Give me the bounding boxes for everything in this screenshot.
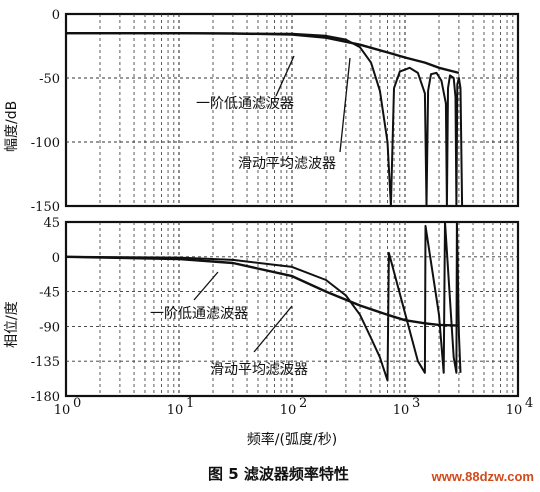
- x-tick-label: 10: [54, 403, 71, 418]
- phase-y-ticks: 45 0 -45 -90 -135 -180: [31, 216, 60, 405]
- figure-caption: 图 5 滤波器频率特性: [208, 465, 349, 483]
- x-tick-label: 10: [393, 403, 410, 418]
- magnitude-series: [66, 32, 464, 207]
- phase-series: [65, 221, 462, 382]
- phase-panel: 450-45-90-135-180 10 0 10 1 10 2 10 3 10 4 相位/度 一…: [4, 216, 533, 448]
- magnitude-annotation-lowpass: 一阶低通滤波器: [196, 96, 294, 112]
- phase-annotation-moving-average: 滑动平均滤波器: [210, 361, 308, 378]
- x-tick-exponent: 1: [186, 396, 194, 411]
- y-tick-label: 0: [52, 251, 60, 266]
- y-tick-label: -100: [31, 136, 60, 151]
- x-tick-exponent: 0: [73, 396, 81, 411]
- y-tick-label: -135: [31, 355, 60, 370]
- y-tick-label: 0: [52, 8, 60, 23]
- x-axis-label: 频率/(弧度/秒): [247, 431, 337, 448]
- x-tick-exponent: 2: [299, 396, 307, 411]
- phase-grid: [66, 222, 518, 396]
- x-tick-exponent: 3: [412, 396, 420, 411]
- y-tick-label: -180: [31, 390, 60, 405]
- magnitude-annotation-moving-average: 滑动平均滤波器: [238, 155, 336, 172]
- series-line-moving-average: [66, 32, 464, 207]
- magnitude-moving-average-pointer: [339, 57, 351, 153]
- x-tick-exponent: 4: [525, 396, 533, 411]
- x-tick-label: 10: [167, 403, 184, 418]
- series-line-first-order-lowpass: [65, 255, 459, 327]
- phase-annotation-lowpass: 一阶低通滤波器: [150, 306, 248, 322]
- y-tick-label: -45: [39, 286, 60, 301]
- magnitude-lowpass-pointer: [275, 55, 295, 97]
- phase-lowpass-pointer: [193, 271, 219, 301]
- y-tick-label: -50: [39, 72, 60, 87]
- watermark: www.88dzw.com: [431, 469, 534, 484]
- magnitude-grid: [66, 14, 518, 206]
- x-tick-label: 10: [280, 403, 297, 418]
- x-tick-label: 10: [506, 403, 523, 418]
- magnitude-axis-label: 幅度/dB: [4, 101, 20, 152]
- magnitude-panel: 0 -50 -100 -150 幅度/dB 一阶低通滤波器 滑动平均滤波器: [4, 8, 520, 215]
- phase-x-ticks: 10 0 10 1 10 2 10 3 10 4: [54, 396, 534, 418]
- phase-moving-average-pointer: [253, 305, 293, 353]
- series-line-moving-average: [65, 221, 462, 382]
- y-tick-label: -150: [31, 200, 60, 215]
- phase-axis-label: 相位/度: [4, 301, 20, 348]
- magnitude-y-ticks: 0 -50 -100 -150: [31, 8, 60, 215]
- y-tick-label: -90: [39, 320, 60, 335]
- y-tick-label: 45: [43, 216, 60, 231]
